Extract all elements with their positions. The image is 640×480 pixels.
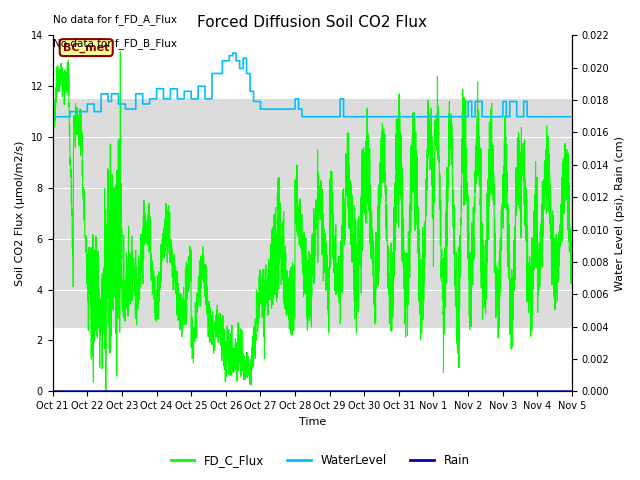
Text: No data for f_FD_B_Flux: No data for f_FD_B_Flux xyxy=(52,38,177,49)
Legend: FD_C_Flux, WaterLevel, Rain: FD_C_Flux, WaterLevel, Rain xyxy=(166,449,474,472)
Title: Forced Diffusion Soil CO2 Flux: Forced Diffusion Soil CO2 Flux xyxy=(197,15,428,30)
Text: No data for f_FD_A_Flux: No data for f_FD_A_Flux xyxy=(52,14,177,25)
Bar xyxy=(52,99,572,328)
Y-axis label: Water Level (psi), Rain (cm): Water Level (psi), Rain (cm) xyxy=(615,136,625,291)
X-axis label: Time: Time xyxy=(299,417,326,427)
Text: BC_met: BC_met xyxy=(63,42,109,53)
Y-axis label: Soil CO2 Flux (μmol/m2/s): Soil CO2 Flux (μmol/m2/s) xyxy=(15,141,25,286)
